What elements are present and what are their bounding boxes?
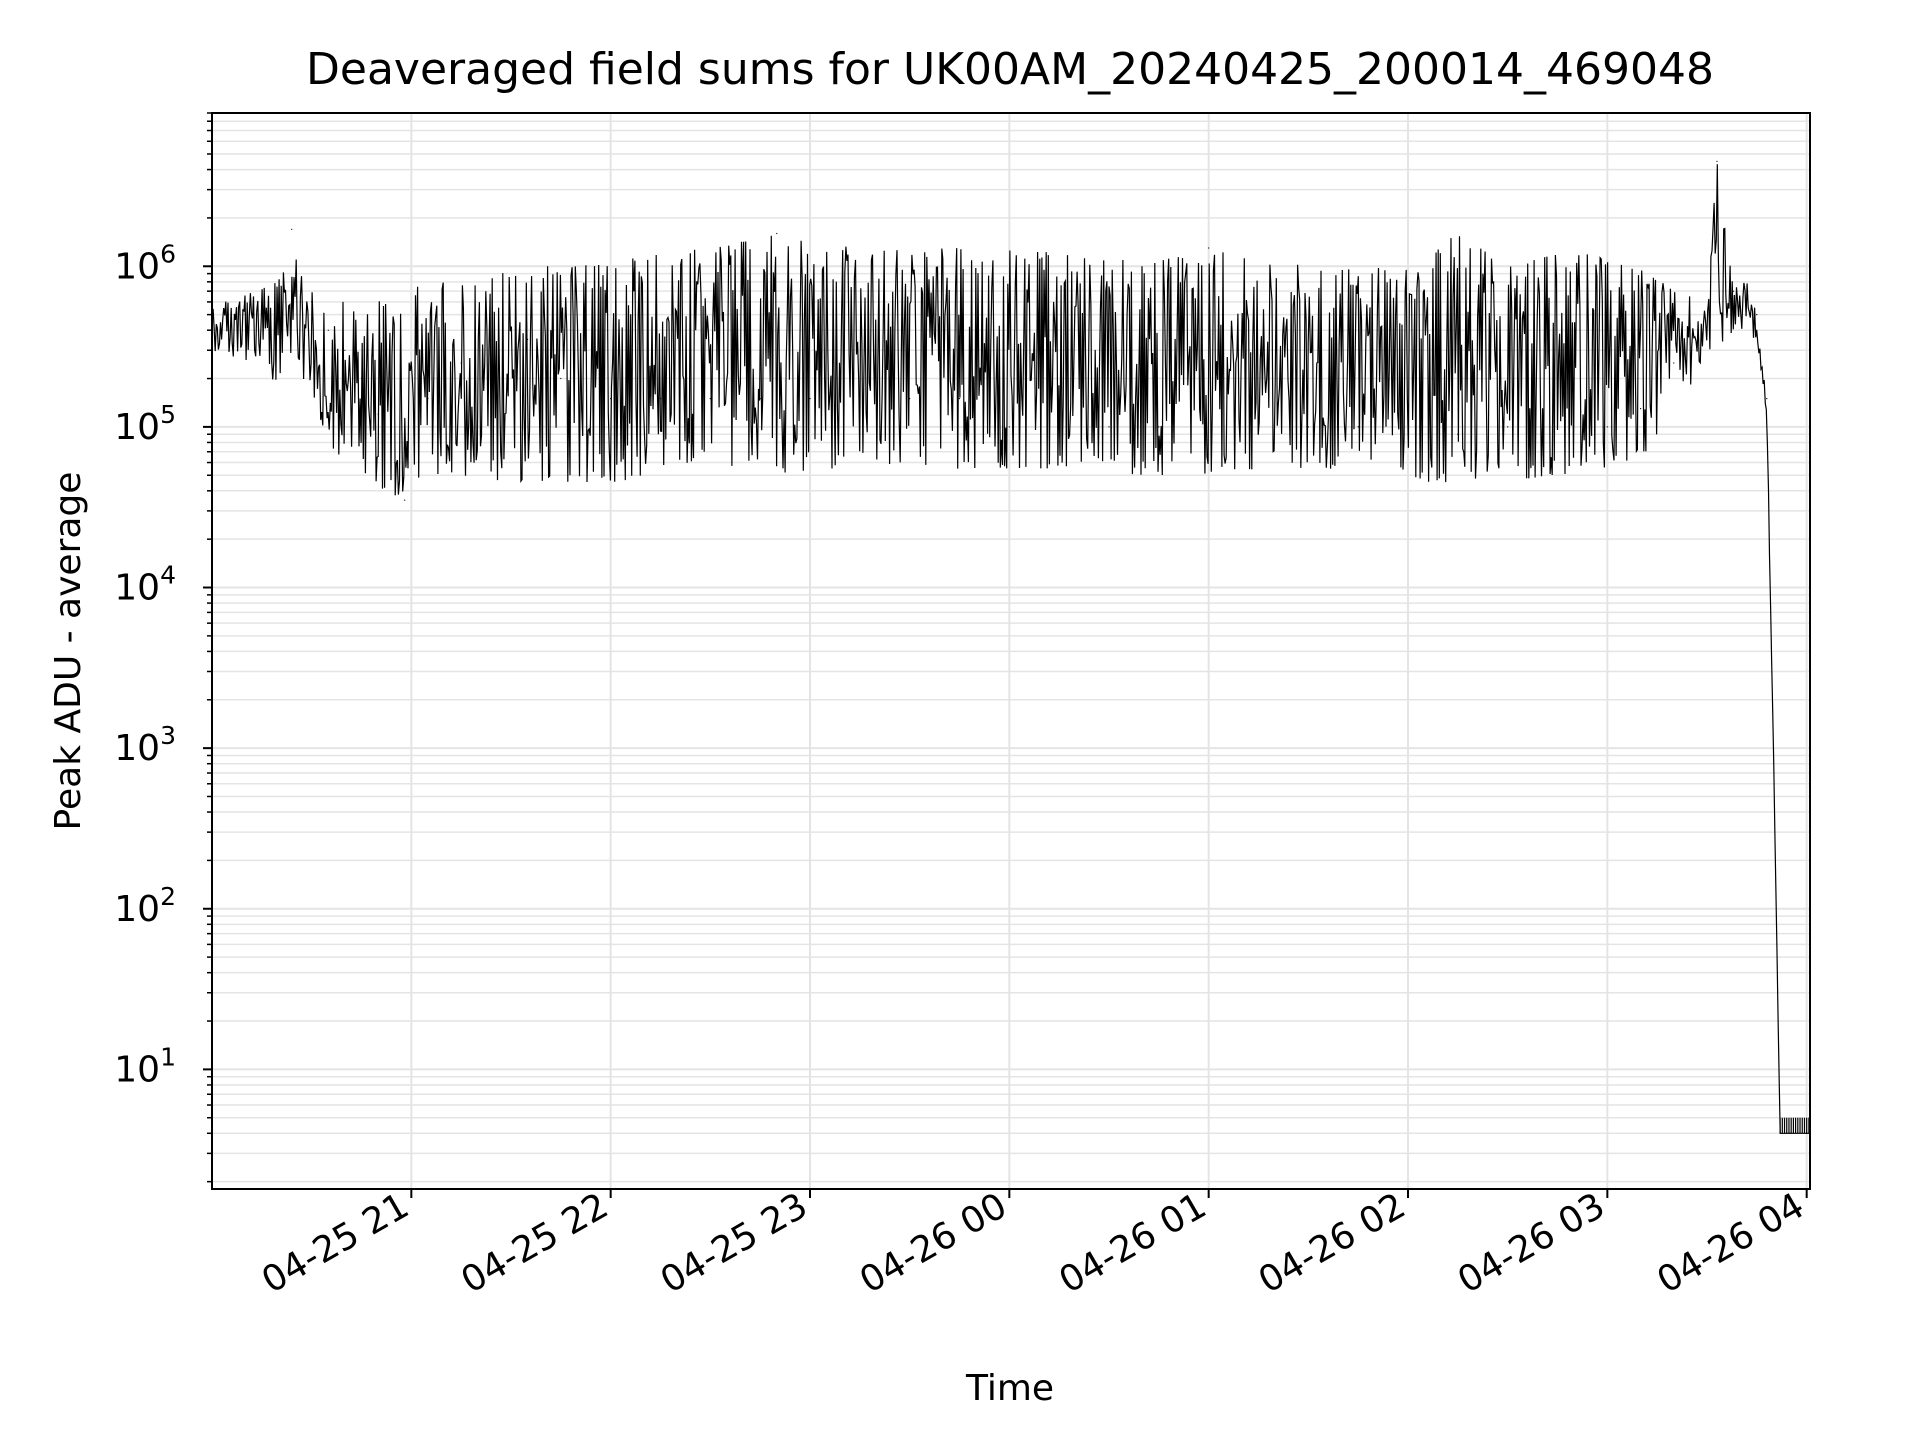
y-tick-base: 10 bbox=[114, 728, 160, 769]
data-point bbox=[1640, 408, 1642, 410]
data-point bbox=[1746, 285, 1748, 287]
data-point bbox=[460, 362, 462, 364]
data-point bbox=[377, 413, 379, 415]
x-axis-label: Time bbox=[965, 1368, 1054, 1409]
y-tick-exponent: 6 bbox=[160, 239, 176, 268]
data-point bbox=[709, 398, 711, 400]
y-tick-label: 101 bbox=[114, 1042, 176, 1090]
data-point bbox=[1756, 314, 1758, 316]
data-point bbox=[244, 314, 246, 316]
data-point bbox=[1257, 426, 1260, 428]
data-point bbox=[327, 329, 329, 331]
data-point bbox=[394, 461, 396, 464]
data-point bbox=[1208, 247, 1210, 249]
y-tick-exponent: 5 bbox=[160, 400, 176, 429]
y-tick-exponent: 2 bbox=[160, 882, 176, 911]
data-point bbox=[360, 377, 363, 380]
data-point bbox=[1307, 426, 1309, 428]
data-point bbox=[1733, 290, 1735, 292]
data-point bbox=[291, 228, 293, 230]
data-point bbox=[759, 398, 761, 400]
data-point bbox=[1716, 160, 1718, 162]
data-point bbox=[1673, 362, 1675, 364]
data-point bbox=[1158, 426, 1160, 428]
y-tick-base: 10 bbox=[114, 889, 160, 930]
y-tick-label: 102 bbox=[114, 882, 176, 930]
data-point bbox=[1457, 433, 1459, 435]
data-point bbox=[1766, 398, 1768, 400]
y-tick-exponent: 1 bbox=[160, 1042, 176, 1071]
data-point bbox=[1407, 433, 1409, 435]
y-tick-base: 10 bbox=[114, 246, 160, 287]
y-tick-base: 10 bbox=[114, 1049, 160, 1090]
data-point bbox=[527, 338, 529, 341]
y-tick-label: 106 bbox=[114, 239, 176, 287]
y-tick-label: 104 bbox=[114, 561, 176, 609]
y-tick-label: 105 bbox=[114, 400, 176, 448]
data-point bbox=[1556, 426, 1559, 428]
y-tick-base: 10 bbox=[114, 568, 160, 609]
data-point bbox=[1772, 747, 1775, 749]
y-tick-base: 10 bbox=[114, 407, 160, 448]
data-point bbox=[1058, 426, 1060, 428]
y-axis-label: Peak ADU - average bbox=[48, 472, 89, 831]
y-tick-exponent: 3 bbox=[160, 721, 176, 750]
series-layer bbox=[211, 160, 1811, 1134]
data-point bbox=[909, 398, 911, 400]
data-point bbox=[1789, 1132, 1791, 1134]
data-point bbox=[1108, 426, 1110, 428]
data-point bbox=[404, 499, 406, 501]
data-point bbox=[610, 398, 612, 400]
data-point bbox=[344, 349, 346, 351]
series-line bbox=[211, 164, 1810, 1134]
data-point bbox=[958, 398, 961, 400]
data-point bbox=[809, 398, 811, 400]
data-point bbox=[1357, 426, 1359, 428]
data-point bbox=[1706, 329, 1708, 331]
data-point bbox=[859, 398, 861, 400]
data-point bbox=[427, 398, 429, 400]
chart-title: Deaveraged field sums for UK00AM_2024042… bbox=[306, 44, 1714, 95]
data-point bbox=[1008, 426, 1010, 428]
data-point bbox=[493, 349, 495, 351]
data-point bbox=[1507, 426, 1509, 428]
data-point bbox=[277, 307, 279, 309]
data-point bbox=[311, 301, 313, 303]
y-tick-label: 103 bbox=[114, 721, 176, 769]
data-point bbox=[659, 398, 662, 400]
data-point bbox=[560, 377, 562, 380]
data-point bbox=[1606, 426, 1608, 428]
y-tick-exponent: 4 bbox=[160, 561, 176, 590]
data-point bbox=[776, 232, 778, 235]
